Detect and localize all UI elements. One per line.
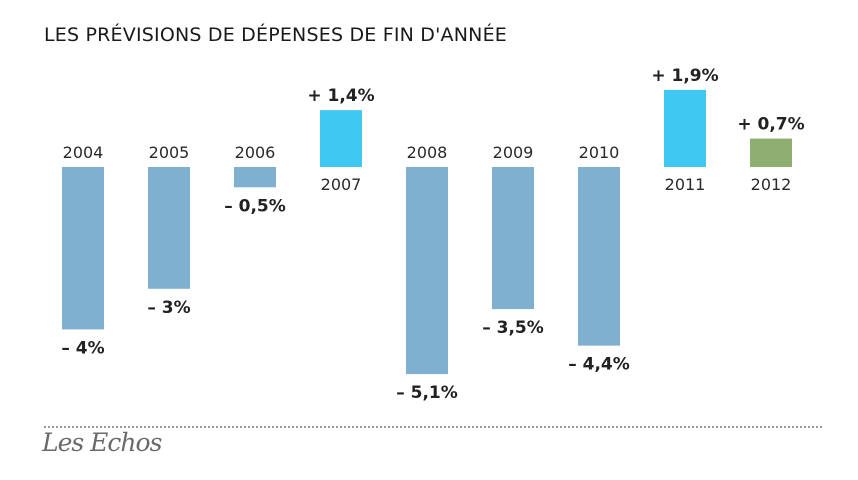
value-label-2006: – 0,5% — [224, 196, 286, 216]
bar-2004 — [62, 167, 104, 330]
value-label-2005: – 3% — [147, 298, 190, 318]
bar-2011 — [664, 89, 706, 167]
value-label-2008: – 5,1% — [396, 383, 458, 403]
chart-title: LES PRÉVISIONS DE DÉPENSES DE FIN D'ANNÉ… — [44, 24, 507, 46]
year-label-2008: 2008 — [407, 143, 448, 162]
bar-2009 — [492, 167, 534, 310]
value-label-2009: – 3,5% — [482, 318, 544, 338]
value-label-2012: + 0,7% — [737, 115, 804, 135]
bar-2006 — [234, 167, 276, 188]
value-label-2010: – 4,4% — [568, 355, 630, 375]
bar-2010 — [578, 167, 620, 346]
bar-2007 — [320, 110, 362, 167]
year-label-2010: 2010 — [579, 143, 620, 162]
value-label-2007: + 1,4% — [307, 86, 374, 106]
year-label-2011: 2011 — [665, 175, 706, 194]
value-label-2011: + 1,9% — [651, 66, 718, 86]
year-label-2004: 2004 — [63, 143, 104, 162]
bar-2005 — [148, 167, 190, 289]
bar-2012 — [750, 138, 792, 167]
year-label-2012: 2012 — [751, 175, 792, 194]
year-label-2006: 2006 — [235, 143, 276, 162]
footer-divider — [44, 426, 822, 428]
year-label-2009: 2009 — [493, 143, 534, 162]
bar-2008 — [406, 167, 448, 375]
value-label-2004: – 4% — [61, 338, 104, 358]
year-label-2005: 2005 — [149, 143, 190, 162]
year-label-2007: 2007 — [321, 175, 362, 194]
les-echos-logo: Les Echos — [42, 428, 162, 457]
